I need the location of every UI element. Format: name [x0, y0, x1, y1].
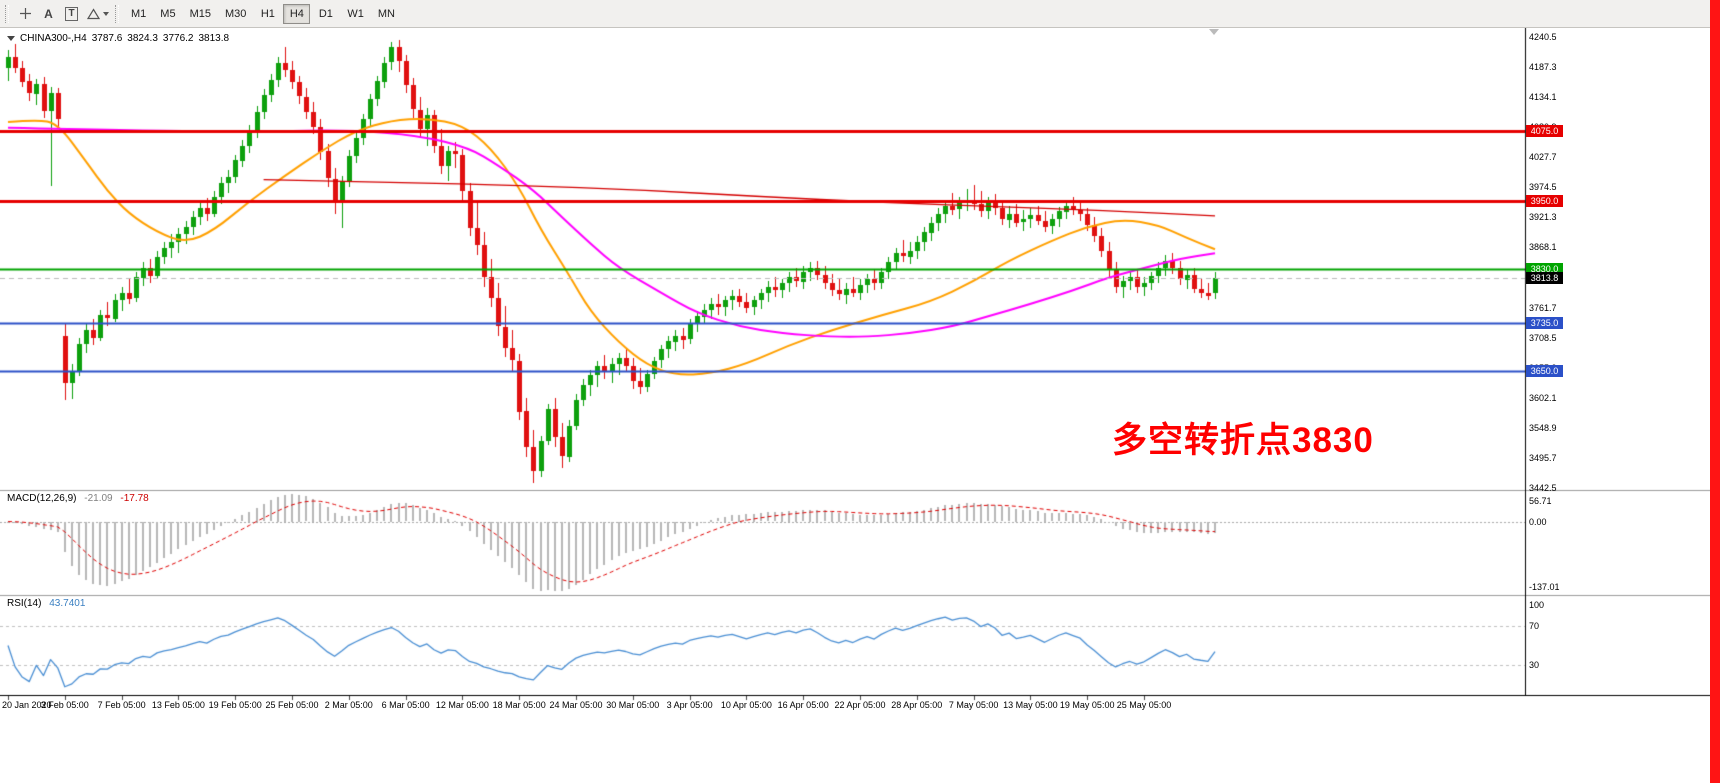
time-axis-label: 2 Mar 05:00 [324, 700, 373, 710]
time-axis-label: 13 May 05:00 [1003, 700, 1058, 710]
timeframe-button-m1[interactable]: M1 [125, 4, 152, 24]
time-axis-label: 24 Mar 05:00 [549, 700, 603, 710]
triangle-shape-icon [87, 7, 100, 19]
timeframe-button-d1[interactable]: D1 [312, 4, 339, 24]
rsi-value: 43.7401 [49, 598, 86, 609]
macd-main-value: -21.09 [84, 493, 113, 504]
price-tag-3830.0: 3830.0 [1526, 262, 1563, 275]
timeframe-button-h4[interactable]: H4 [283, 3, 311, 24]
macd-indicator-label: MACD(12,26,9) -21.09 -17.78 [7, 493, 149, 504]
timeframe-button-m5[interactable]: M5 [154, 4, 181, 24]
time-axis-label: 3 Apr 05:00 [666, 700, 713, 710]
time-axis-label: 7 May 05:00 [948, 700, 999, 710]
price-tag-3735.0: 3735.0 [1526, 316, 1563, 329]
time-axis-label: 25 May 05:00 [1116, 700, 1172, 710]
time-axis-label: 3 Feb 05:00 [40, 700, 89, 710]
crosshair-glyph [20, 8, 31, 19]
chart-shift-marker-icon [1209, 29, 1219, 35]
rsi-indicator-label: RSI(14) 43.7401 [7, 598, 85, 609]
time-axis-label: 19 Feb 05:00 [208, 700, 262, 710]
price-tag-3650.0: 3650.0 [1526, 364, 1563, 377]
time-axis-label: 28 Apr 05:00 [891, 700, 943, 710]
time-axis-label: 13 Feb 05:00 [151, 700, 205, 710]
macd-name: MACD(12,26,9) [7, 493, 77, 504]
time-axis-label: 19 May 05:00 [1059, 700, 1115, 710]
price-tag-4075.0: 4075.0 [1526, 124, 1563, 137]
timeframe-button-m15[interactable]: M15 [184, 4, 217, 24]
toolbar-grip [5, 4, 9, 23]
macd-signal-value: -17.78 [120, 493, 149, 504]
ohlc-open: 3787.6 [91, 33, 123, 44]
time-axis-label: 18 Mar 05:00 [492, 700, 546, 710]
symbol-timeframe-label: CHINA300-,H4 [20, 33, 87, 44]
time-axis-label: 6 Mar 05:00 [381, 700, 430, 710]
chart-annotation-text: 多空转折点3830 [1112, 421, 1374, 460]
time-axis-label: 12 Mar 05:00 [435, 700, 489, 710]
text-box-tool-button[interactable]: T [60, 3, 83, 25]
time-axis-label: 7 Feb 05:00 [97, 700, 146, 710]
shapes-tool-button[interactable] [83, 3, 113, 25]
timeframe-button-mn[interactable]: MN [372, 4, 401, 24]
time-axis-label: 20 Jan 2020 [2, 700, 52, 710]
crosshair-tool-icon[interactable] [14, 3, 37, 25]
timeframe-button-w1[interactable]: W1 [341, 4, 370, 24]
toolbar: A T M1 M5 M15 M30 H1 H4 D1 W1 MN [0, 0, 1720, 28]
timeframe-button-h1[interactable]: H1 [254, 4, 281, 24]
time-axis-label: 25 Feb 05:00 [265, 700, 319, 710]
time-axis-label: 10 Apr 05:00 [720, 700, 772, 710]
caret-down-icon [103, 11, 109, 16]
price-tag-3813.8: 3813.8 [1526, 272, 1563, 285]
ohlc-low: 3776.2 [162, 33, 194, 44]
rsi-name: RSI(14) [7, 598, 42, 609]
ohlc-close: 3813.8 [198, 33, 230, 44]
time-axis-label: 16 Apr 05:00 [777, 700, 829, 710]
timeframe-button-m30[interactable]: M30 [219, 4, 252, 24]
ohlc-high: 3824.3 [127, 33, 158, 44]
chart-symbol-marker-icon [7, 36, 15, 41]
text-label-tool-button[interactable]: A [37, 3, 60, 25]
text-box-icon: T [65, 6, 78, 21]
time-axis: 20 Jan 2020 3 Feb 05:00 7 Feb 05:00 13 Feb … [0, 700, 1525, 714]
price-tag-3950.0: 3950.0 [1526, 195, 1563, 208]
symbol-info: CHINA300-,H4 3787.6 3824.3 3776.2 3813.8 [7, 33, 229, 44]
right-edge-strip [1710, 0, 1720, 783]
time-axis-label: 30 Mar 05:00 [606, 700, 660, 710]
time-axis-label: 22 Apr 05:00 [834, 700, 886, 710]
timeframe-toolbar: M1 M5 M15 M30 H1 H4 D1 W1 MN [124, 3, 402, 24]
toolbar-grip [115, 4, 119, 23]
